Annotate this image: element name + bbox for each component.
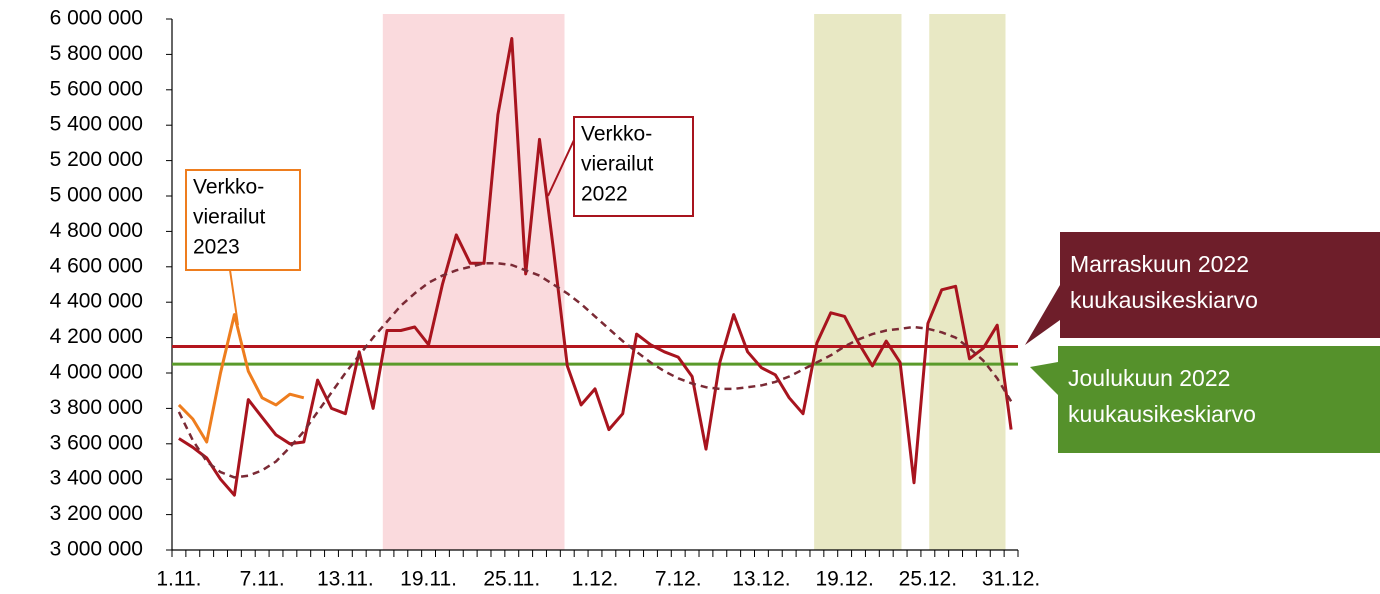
x-tick-label: 31.12.	[982, 568, 1040, 591]
callout-text: Joulukuun 2022	[1068, 365, 1230, 391]
y-tick-label: 5 400 000	[50, 113, 143, 136]
annotation-text: 2022	[581, 183, 628, 206]
x-tick-label: 13.12.	[732, 568, 790, 591]
x-tick-label: 1.11.	[156, 568, 201, 591]
y-tick-label: 4 800 000	[50, 219, 143, 242]
y-tick-label: 6 000 000	[50, 7, 143, 30]
callout-pointer	[1030, 362, 1058, 395]
y-tick-label: 3 600 000	[50, 431, 143, 454]
y-tick-label: 4 600 000	[50, 254, 143, 277]
x-tick-label: 25.11.	[483, 568, 540, 591]
callout-text: kuukausikeskiarvo	[1068, 401, 1256, 427]
series-line	[177, 262, 1013, 479]
callout-text: Marraskuun 2022	[1070, 251, 1249, 277]
x-tick-label: 1.12.	[572, 568, 619, 591]
y-tick-label: 3 200 000	[50, 502, 143, 525]
x-tick-label: 25.12.	[899, 568, 957, 591]
y-tick-label: 4 200 000	[50, 325, 143, 348]
annotation-text: vierailut	[581, 153, 654, 176]
highlight-span	[382, 14, 565, 550]
y-tick-label: 5 800 000	[50, 42, 143, 65]
callout-pointer	[1025, 285, 1060, 345]
highlight-span	[929, 14, 1006, 550]
x-tick-label: 7.12.	[655, 568, 702, 591]
annotation-text: Verkko-	[581, 123, 652, 146]
x-tick-label: 13.11.	[317, 568, 374, 591]
x-tick-label: 7.11.	[240, 568, 285, 591]
x-tick-label: 19.12.	[815, 568, 873, 591]
y-tick-label: 3 400 000	[50, 467, 143, 490]
y-tick-label: 5 600 000	[50, 77, 143, 100]
annotation-leader	[229, 269, 239, 326]
x-tick-label: 19.11.	[400, 568, 457, 591]
annotation-box	[185, 169, 301, 271]
callout-box	[1058, 346, 1380, 453]
callout-text: kuukausikeskiarvo	[1070, 287, 1258, 313]
callout-box	[1060, 232, 1380, 338]
annotation-leader	[547, 139, 575, 197]
y-tick-label: 3 000 000	[50, 538, 143, 561]
annotation-text: vierailut	[193, 206, 266, 229]
annotation-box	[573, 116, 694, 217]
y-tick-label: 4 400 000	[50, 290, 143, 313]
series-line	[178, 37, 1013, 497]
y-tick-label: 4 000 000	[50, 361, 143, 384]
y-tick-label: 5 000 000	[50, 184, 143, 207]
y-tick-label: 5 200 000	[50, 148, 143, 171]
y-tick-label: 3 800 000	[50, 396, 143, 419]
highlight-span	[814, 14, 902, 550]
series-line	[177, 313, 305, 444]
annotation-text: 2023	[193, 236, 240, 259]
annotation-text: Verkko-	[193, 176, 264, 199]
